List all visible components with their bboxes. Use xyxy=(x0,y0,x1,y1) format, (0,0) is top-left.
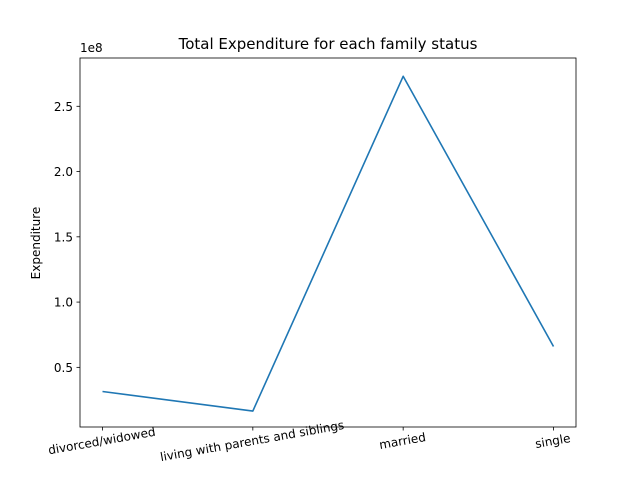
x-tick-label: married xyxy=(378,430,427,452)
y-axis-scale-label: 1e8 xyxy=(80,41,103,55)
y-tick-label: 1.5 xyxy=(54,230,73,244)
plot-area-frame xyxy=(79,57,577,428)
y-axis-label: Expenditure xyxy=(29,207,43,280)
y-tick-label: 0.5 xyxy=(54,361,73,375)
x-axis-ticks: divorced/widowed living with parents and … xyxy=(47,418,571,464)
y-tick-label: 1.0 xyxy=(54,296,73,310)
x-tick-label: living with parents and siblings xyxy=(159,418,345,464)
series-layer xyxy=(102,75,555,412)
y-tick-label: 2.5 xyxy=(54,100,73,114)
series-line xyxy=(102,75,555,412)
x-tick-label: single xyxy=(534,431,571,451)
chart-title: Total Expenditure for each family status xyxy=(178,35,478,53)
x-tick-label: divorced/widowed xyxy=(47,425,156,458)
y-tick-label: 2.0 xyxy=(54,165,73,179)
y-axis-ticks: 0.5 1.0 1.5 2.0 2.5 xyxy=(54,100,80,375)
